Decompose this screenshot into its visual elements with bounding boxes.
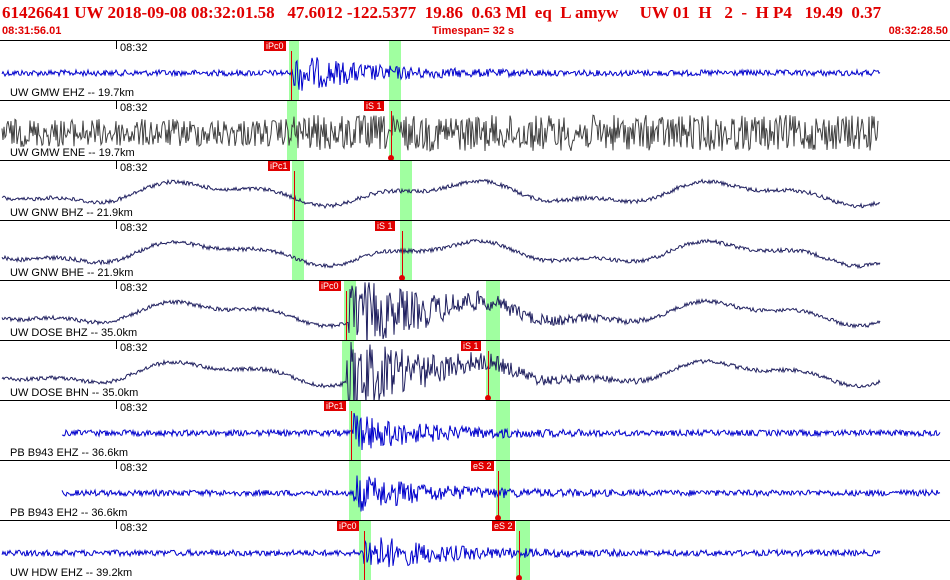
time-tick-label: 08:32 [120, 102, 148, 114]
time-tick-mark [116, 341, 117, 349]
pick-dot [516, 575, 522, 580]
pick-marker-line[interactable] [498, 471, 499, 520]
pick-flag[interactable]: iS 1 [364, 101, 384, 111]
pick-marker-line[interactable] [391, 111, 392, 160]
station-channel-label: UW GNW BHE -- 21.9km [10, 267, 134, 279]
time-tick-mark [116, 221, 117, 229]
seismogram-panels[interactable]: 08:32 iPc0 UW GMW EHZ -- 19.7km 08:32 iS 1 UW… [0, 40, 950, 580]
time-tick-mark [116, 461, 117, 469]
pick-flag[interactable]: iPc1 [324, 401, 346, 411]
waveform-path [1, 238, 881, 270]
waveform-path [1, 114, 879, 152]
seismogram-panel[interactable]: 08:32 iPc1 UW GNW BHZ -- 21.9km [0, 160, 950, 220]
pick-flag[interactable]: iS 1 [375, 221, 395, 231]
pick-window-band [292, 221, 304, 280]
pick-window-band [400, 221, 412, 280]
seismogram-panel[interactable]: 08:32 iS 1 UW DOSE BHN -- 35.0km [0, 340, 950, 400]
pick-window-band [496, 401, 510, 460]
seismogram-panel[interactable]: 08:32 iS 1 UW GNW BHE -- 21.9km [0, 220, 950, 280]
seismogram-panel[interactable]: 08:32 iS 1 UW GMW ENE -- 19.7km [0, 100, 950, 160]
pick-window-band [292, 161, 304, 220]
time-tick-mark [116, 521, 117, 529]
waveform-trace [61, 412, 941, 451]
pick-flag[interactable]: iS 1 [461, 341, 481, 351]
time-tick-label: 08:32 [120, 222, 148, 234]
pick-flag[interactable]: iPc0 [337, 521, 359, 531]
station-channel-label: UW HDW EHZ -- 39.2km [10, 567, 133, 579]
waveform-path [1, 282, 881, 340]
waveform-trace [61, 475, 941, 512]
waveform-path [1, 57, 881, 91]
event-summary-line: 61426641 UW 2018-09-08 08:32:01.58 47.60… [2, 3, 882, 22]
waveform-trace [1, 57, 881, 91]
pick-flag[interactable]: iPc0 [319, 281, 341, 291]
seismogram-panel[interactable]: 08:32 eS 2 PB B943 EH2 -- 36.6km [0, 460, 950, 520]
time-tick-label: 08:32 [120, 42, 148, 54]
station-channel-label: UW GMW ENE -- 19.7km [10, 147, 135, 159]
time-tick-mark [116, 41, 117, 49]
time-tick-label: 08:32 [120, 402, 148, 414]
waveform-trace [1, 341, 881, 400]
time-tick-label: 08:32 [120, 162, 148, 174]
pick-window-band [349, 461, 361, 520]
station-channel-label: UW GMW EHZ -- 19.7km [10, 87, 135, 99]
waveform-path [1, 341, 881, 400]
pick-marker-line[interactable] [294, 171, 295, 220]
waveform-trace [1, 114, 879, 152]
window-start-time: 08:31:56.01 [2, 25, 62, 37]
waveform-path [1, 537, 881, 568]
station-channel-label: PB B943 EH2 -- 36.6km [10, 507, 128, 519]
time-tick-mark [116, 281, 117, 289]
pick-dot [495, 515, 501, 520]
pick-marker-line[interactable] [346, 291, 347, 340]
pick-flag[interactable]: iPc0 [264, 41, 286, 51]
pick-dot [388, 155, 394, 160]
waveform-path [61, 475, 941, 512]
pick-dot [485, 395, 491, 400]
seismogram-panel[interactable]: 08:32 iPc1 PB B943 EHZ -- 36.6km [0, 400, 950, 460]
waveform-path [1, 178, 881, 209]
time-tick-label: 08:32 [120, 462, 148, 474]
pick-window-band [486, 341, 500, 400]
pick-window-band [486, 281, 500, 340]
timespan-label: Timespan= 32 s [432, 25, 515, 37]
pick-flag[interactable]: iPc1 [268, 161, 290, 171]
time-tick-label: 08:32 [120, 342, 148, 354]
pick-marker-line[interactable] [402, 231, 403, 280]
station-channel-label: UW DOSE BHN -- 35.0km [10, 387, 139, 399]
pick-flag[interactable]: eS 2 [471, 461, 494, 471]
time-tick-mark [116, 401, 117, 409]
pick-marker-line[interactable] [351, 411, 352, 460]
waveform-path [61, 412, 941, 451]
window-end-time: 08:32:28.50 [888, 25, 948, 37]
station-channel-label: UW DOSE BHZ -- 35.0km [10, 327, 138, 339]
pick-dot [399, 275, 405, 280]
pick-marker-line[interactable] [364, 531, 365, 580]
seismogram-panel[interactable]: 08:32 iPc0 UW GMW EHZ -- 19.7km [0, 40, 950, 100]
pick-marker-line[interactable] [519, 531, 520, 580]
waveform-trace [1, 178, 881, 209]
time-tick-label: 08:32 [120, 282, 148, 294]
pick-window-band [289, 41, 299, 100]
event-header: 61426641 UW 2018-09-08 08:32:01.58 47.60… [0, 0, 950, 40]
seismogram-panel[interactable]: 08:32 iPc0 UW DOSE BHZ -- 35.0km [0, 280, 950, 340]
time-tick-mark [116, 101, 117, 109]
station-channel-label: PB B943 EHZ -- 36.6km [10, 447, 128, 459]
waveform-trace [1, 282, 881, 340]
waveform-trace [1, 537, 881, 568]
waveform-trace [1, 238, 881, 270]
seismogram-panel[interactable]: 08:32 iPc0 eS 2 UW HDW EHZ -- 39.2km [0, 520, 950, 580]
station-channel-label: UW GNW BHZ -- 21.9km [10, 207, 133, 219]
pick-window-band [349, 401, 361, 460]
time-tick-mark [116, 161, 117, 169]
pick-marker-line[interactable] [488, 351, 489, 400]
pick-flag[interactable]: eS 2 [492, 521, 515, 531]
time-tick-label: 08:32 [120, 522, 148, 534]
pick-marker-line[interactable] [291, 51, 292, 100]
